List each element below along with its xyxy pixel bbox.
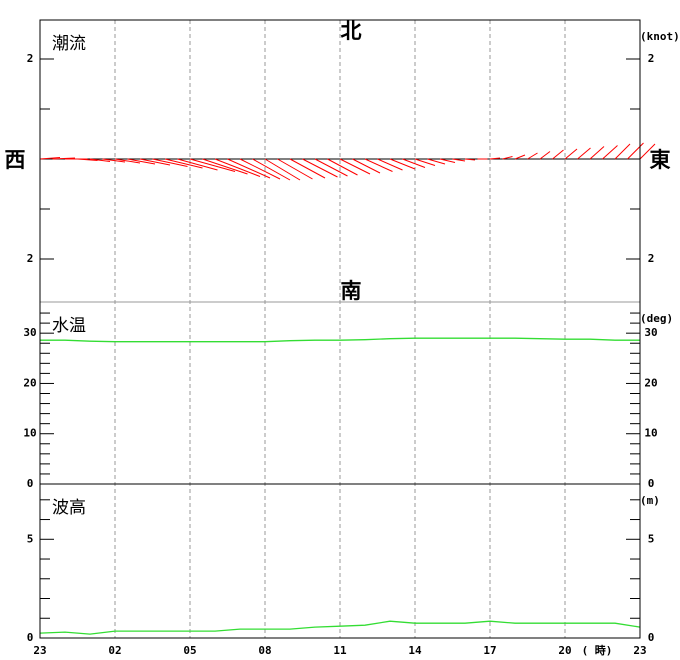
current-vector bbox=[277, 158, 313, 180]
current-vector bbox=[427, 158, 446, 165]
current-vector bbox=[252, 158, 291, 181]
current-vector bbox=[89, 158, 111, 162]
current-vector bbox=[439, 158, 456, 163]
current-vector bbox=[489, 157, 501, 160]
current-vector bbox=[389, 158, 416, 170]
current-vector bbox=[52, 157, 76, 160]
x-axis-label: ( 時) bbox=[582, 643, 613, 657]
current-vector bbox=[364, 158, 393, 172]
current-vector bbox=[264, 158, 301, 181]
current-vector bbox=[214, 158, 261, 177]
current-vector bbox=[39, 157, 61, 160]
current-vector bbox=[139, 158, 171, 166]
y-tick-label: 2 bbox=[27, 252, 34, 265]
current-vector bbox=[577, 147, 591, 160]
current-vector bbox=[589, 146, 605, 160]
current-vector bbox=[189, 158, 236, 172]
y-tick-label: 10 bbox=[23, 427, 36, 440]
y-tick-label: 30 bbox=[23, 326, 36, 339]
x-tick-label: 02 bbox=[108, 644, 121, 657]
current-vector bbox=[464, 158, 476, 161]
x-tick-label: 20 bbox=[558, 644, 571, 657]
current-vector bbox=[452, 158, 466, 162]
y-tick-label: 5 bbox=[27, 532, 34, 545]
y2-tick-label: 5 bbox=[648, 532, 655, 545]
current-vector bbox=[239, 158, 281, 180]
panel-title: 水温 bbox=[52, 316, 86, 336]
unit-label: (m) bbox=[640, 494, 660, 507]
y2-tick-label: 2 bbox=[648, 252, 655, 265]
current-vector bbox=[102, 158, 126, 163]
unit-label: (deg) bbox=[640, 312, 673, 325]
compass-north: 北 bbox=[341, 19, 362, 43]
current-vector bbox=[564, 148, 578, 160]
y2-tick-label: 2 bbox=[648, 52, 655, 65]
compass-west: 西 bbox=[5, 148, 26, 172]
current-vector bbox=[327, 158, 358, 176]
current-vector bbox=[127, 158, 156, 165]
current-vector bbox=[289, 158, 326, 179]
x-tick-label: 17 bbox=[483, 644, 496, 657]
current-vector bbox=[552, 149, 564, 160]
current-vector bbox=[77, 158, 98, 161]
current-vector bbox=[352, 158, 381, 174]
y-tick-label: 0 bbox=[27, 477, 34, 490]
y2-tick-label: 10 bbox=[644, 427, 657, 440]
x-tick-label: 05 bbox=[183, 644, 196, 657]
panel-title: 潮流 bbox=[52, 34, 86, 54]
current-vector bbox=[539, 151, 551, 160]
current-vector bbox=[402, 158, 426, 168]
x-tick-label: 14 bbox=[408, 644, 422, 657]
y-tick-label: 20 bbox=[23, 376, 36, 389]
panel-title: 波高 bbox=[52, 498, 86, 518]
current-vector bbox=[302, 158, 338, 178]
y2-tick-label: 30 bbox=[644, 326, 657, 339]
current-vector bbox=[227, 158, 271, 179]
current-vector bbox=[314, 158, 348, 177]
current-vector bbox=[627, 142, 644, 160]
current-vector bbox=[377, 158, 403, 171]
unit-label: (knot) bbox=[640, 30, 680, 43]
current-vector bbox=[202, 158, 248, 175]
current-vector bbox=[639, 143, 656, 160]
y-tick-label: 2 bbox=[27, 52, 34, 65]
x-tick-label: 23 bbox=[633, 644, 646, 657]
current-vector bbox=[177, 158, 218, 171]
compass-east: 東 bbox=[650, 148, 671, 172]
y2-tick-label: 0 bbox=[648, 631, 655, 644]
compass-south: 南 bbox=[341, 279, 362, 303]
current-vector bbox=[164, 158, 203, 169]
current-vector bbox=[502, 156, 513, 160]
data-line bbox=[39, 620, 641, 635]
y-tick-label: 0 bbox=[27, 631, 34, 644]
current-vector bbox=[414, 158, 436, 166]
current-vector bbox=[114, 158, 141, 164]
current-vector bbox=[514, 154, 526, 160]
y2-tick-label: 0 bbox=[648, 477, 655, 490]
current-vector bbox=[339, 158, 371, 175]
current-vector bbox=[602, 145, 618, 160]
plot-frame bbox=[39, 19, 641, 639]
current-vector bbox=[614, 143, 631, 160]
current-vector bbox=[527, 152, 538, 160]
data-line bbox=[40, 337, 640, 343]
x-tick-label: 11 bbox=[333, 644, 347, 657]
x-tick-label: 08 bbox=[258, 644, 271, 657]
x-tick-label: 23 bbox=[33, 644, 46, 657]
y2-tick-label: 20 bbox=[644, 376, 657, 389]
current-vector bbox=[152, 158, 188, 167]
